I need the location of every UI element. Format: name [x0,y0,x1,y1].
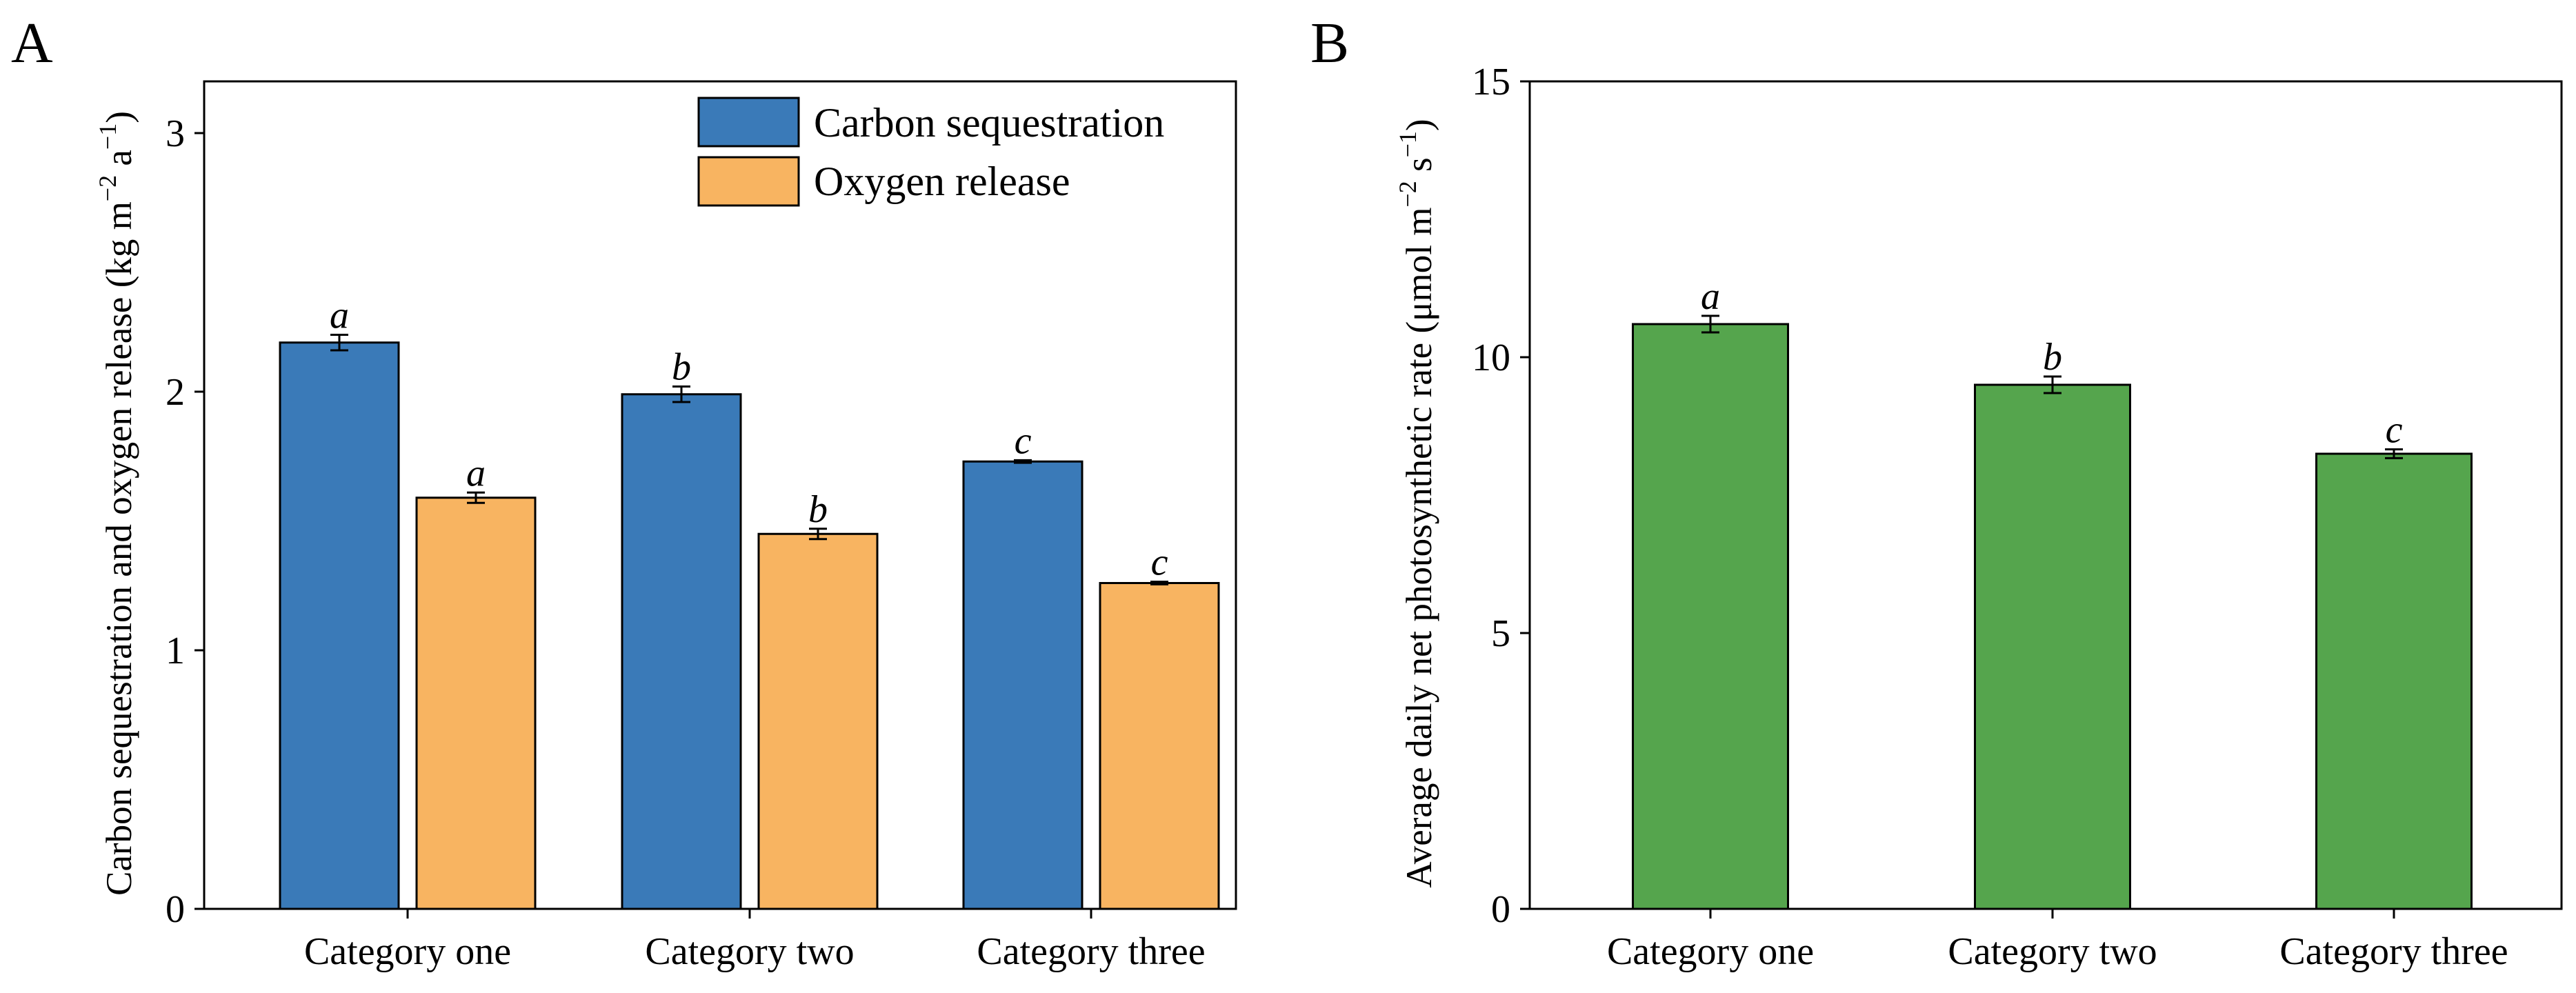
panel-a-significance-label: c [1015,419,1032,462]
panel-a-bar [415,496,537,910]
panel-b-y-axis-label: Average daily net photosynthetic rate (μ… [1394,119,1439,887]
panel-b-y-tick-label: 0 [1491,888,1510,931]
panel-a-significance-label: b [808,488,828,531]
panel-a-x-tick-label: Category two [645,930,854,973]
panel-b-bar [2315,452,2473,910]
panel-b-significance-label: c [2386,409,2403,452]
panel-b-bar [1974,383,2131,910]
panel-b-y-tick-label: 5 [1491,612,1510,655]
panel-a-y-tick-label: 3 [166,112,185,155]
panel-b-significance-label: b [2043,336,2062,379]
panel-a-letter: A [11,11,53,75]
panel-a-x-tick-label: Category one [304,930,511,973]
panel-b-letter: B [1310,11,1349,75]
panel-a: A Carbon sequestration and oxygen releas… [11,11,1237,973]
panel-b-y-tick-label: 10 [1472,337,1510,379]
panel-b-plot-area: 0 5 10 15 Category one Category two Category t… [1472,61,2508,973]
panel-a-y-axis-label: Carbon sequestration and oxygen release … [94,111,139,896]
legend-label-oxygen-release: Oxygen release [814,159,1070,204]
panel-a-plot-area: 0 1 2 3 Category one Category two Category thr… [166,112,1220,973]
panel-a-bar [621,393,742,910]
panel-a-y-tick-label: 1 [166,630,185,672]
panel-a-bar [279,341,400,910]
panel-b-x-tick-label: Category three [2279,930,2508,973]
panel-a-y-tick-label: 2 [166,371,185,414]
panel-a-y-tick-label: 0 [166,888,185,931]
panel-b-x-tick-label: Category one [1607,930,1814,973]
panel-b-y-tick-label: 15 [1472,61,1510,103]
panel-b: B Average daily net photosynthetic rate … [1310,11,2563,973]
panel-b-bar [1632,323,1789,910]
legend-label-carbon-sequestration: Carbon sequestration [814,100,1164,146]
panel-a-bar [757,532,879,910]
panel-a-significance-label: b [672,346,691,389]
panel-b-axes-frame [1528,80,2563,910]
panel-b-x-tick-label: Category two [1948,930,2157,973]
legend: Carbon sequestration Oxygen release [697,97,1164,207]
panel-a-significance-label: c [1151,541,1168,584]
panel-a-bar [1099,582,1220,910]
panel-b-significance-label: a [1701,275,1720,318]
panel-a-x-tick-label: Category three [977,930,1205,973]
legend-swatch-oxygen-release [697,156,800,207]
panel-a-bar [962,460,1084,910]
panel-a-significance-label: a [466,452,486,494]
panel-a-axes-frame [203,80,1237,910]
panel-a-significance-label: a [330,294,349,337]
legend-swatch-carbon-sequestration [697,97,800,148]
